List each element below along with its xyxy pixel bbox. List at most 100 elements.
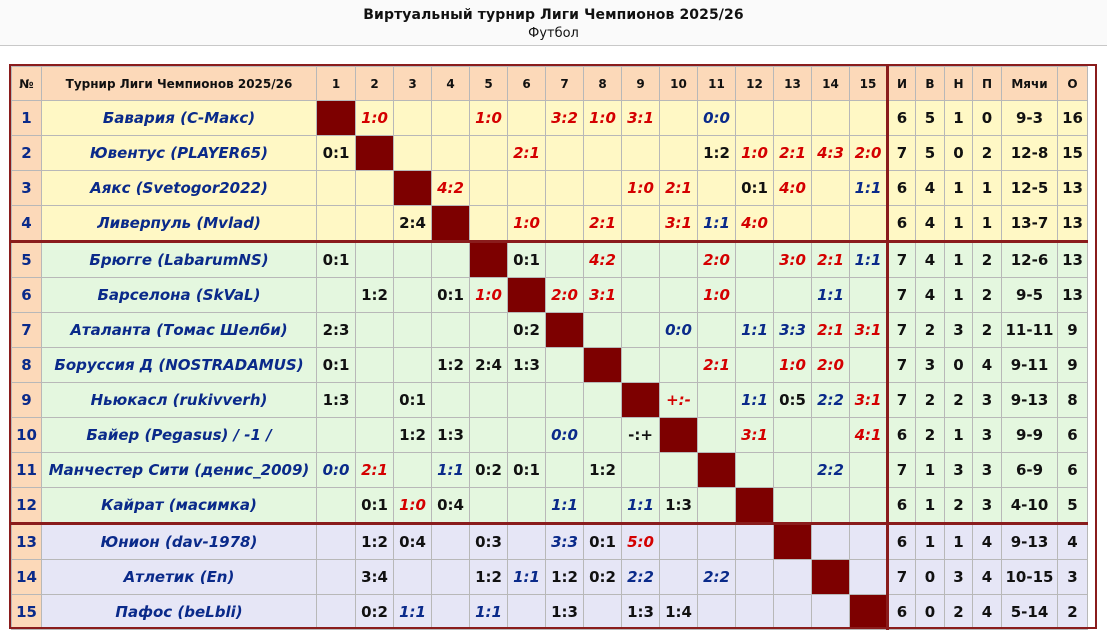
score-cell xyxy=(697,417,736,453)
score-cell: 3:1 xyxy=(659,205,698,243)
score-cell: 1:2 xyxy=(583,452,622,488)
games-played: 7 xyxy=(887,135,916,171)
score-cell xyxy=(811,417,850,453)
diagonal-cell xyxy=(393,170,432,206)
score-cell xyxy=(773,487,812,525)
points: 2 xyxy=(1057,594,1088,630)
team-name: Кайрат (масимка) xyxy=(41,487,317,525)
header-col: 15 xyxy=(849,66,889,101)
score-cell xyxy=(659,277,698,313)
header-goals: Мячи xyxy=(1001,66,1058,101)
score-cell: 3:1 xyxy=(735,417,774,453)
losses: 2 xyxy=(972,312,1002,348)
table-row: 8 Боруссия Д (NOSTRADAMUS) 0:1 1:2 2:4 1:3 2:1… xyxy=(11,347,1088,383)
table-row: 1 Бавария (С-Макс) 1:0 1:0 3:2 1:0 3:1 0:0 6 5 1 0 9… xyxy=(11,100,1088,136)
score-cell: 3:1 xyxy=(583,277,622,313)
header-no: № xyxy=(11,66,42,101)
score-cell xyxy=(545,347,584,383)
draws: 2 xyxy=(944,594,973,630)
score-cell xyxy=(773,100,812,136)
team-name: Аякс (Svetogor2022) xyxy=(41,170,317,206)
score-cell xyxy=(583,417,622,453)
score-cell xyxy=(469,417,508,453)
score-cell: 2:1 xyxy=(355,452,394,488)
team-name: Ливерпуль (Mvlad) xyxy=(41,205,317,243)
score-cell xyxy=(393,100,432,136)
team-name: Барселона (SkVaL) xyxy=(41,277,317,313)
score-cell: 0:2 xyxy=(469,452,508,488)
score-cell xyxy=(697,523,736,560)
score-cell: 0:1 xyxy=(583,523,622,560)
score-cell xyxy=(697,312,736,348)
score-cell: 3:1 xyxy=(849,382,889,418)
score-cell xyxy=(469,205,508,243)
score-cell: 4:1 xyxy=(849,417,889,453)
draws: 1 xyxy=(944,241,973,278)
losses: 3 xyxy=(972,452,1002,488)
score-cell: 1:1 xyxy=(545,487,584,525)
score-cell xyxy=(316,523,356,560)
points: 5 xyxy=(1057,487,1088,525)
wins: 0 xyxy=(915,594,945,630)
score-cell xyxy=(621,312,660,348)
games-played: 6 xyxy=(887,523,916,560)
score-cell xyxy=(583,382,622,418)
score-cell: 1:0 xyxy=(393,487,432,525)
score-cell xyxy=(849,523,889,560)
header-col: 6 xyxy=(507,66,546,101)
losses: 3 xyxy=(972,417,1002,453)
wins: 2 xyxy=(915,382,945,418)
score-cell xyxy=(393,312,432,348)
score-cell: 1:2 xyxy=(355,523,394,560)
score-cell xyxy=(431,594,470,630)
score-cell xyxy=(773,594,812,630)
table-row: 9 Ньюкасл (rukivverh) 1:3 0:1 +:- 1:1 0:5 2:2 3:… xyxy=(11,382,1088,418)
team-name: Ньюкасл (rukivverh) xyxy=(41,382,317,418)
header-tournament: Турнир Лиги Чемпионов 2025/26 xyxy=(41,66,317,101)
score-cell: 0:1 xyxy=(316,347,356,383)
diagonal-cell xyxy=(773,523,812,560)
score-cell: 3:1 xyxy=(849,312,889,348)
score-cell xyxy=(355,205,394,243)
score-cell: 4:0 xyxy=(735,205,774,243)
score-cell xyxy=(507,594,546,630)
table-row: 11 Манчестер Сити (денис_2009) 0:0 2:1 1:1 0:… xyxy=(11,452,1088,488)
score-cell xyxy=(811,100,850,136)
score-cell: 4:0 xyxy=(773,170,812,206)
score-cell: 2:2 xyxy=(621,559,660,595)
score-cell xyxy=(773,205,812,243)
score-cell: 0:1 xyxy=(393,382,432,418)
score-cell xyxy=(393,347,432,383)
draws: 0 xyxy=(944,347,973,383)
wins: 4 xyxy=(915,170,945,206)
score-cell: 3:3 xyxy=(545,523,584,560)
score-cell xyxy=(393,277,432,313)
table-row: 7 Аталанта (Томас Шелби) 2:3 0:2 0:0 1:1 3:3 2:… xyxy=(11,312,1088,348)
score-cell: 0:1 xyxy=(431,277,470,313)
header-col: 9 xyxy=(621,66,660,101)
draws: 3 xyxy=(944,559,973,595)
table-row: 10 Байер (Pegasus) / -1 / 1:2 1:3 0:0 -:+ 3:1 4… xyxy=(11,417,1088,453)
losses: 3 xyxy=(972,487,1002,525)
score-cell: 2:1 xyxy=(697,347,736,383)
row-number: 8 xyxy=(11,347,42,383)
score-cell: -:+ xyxy=(621,417,660,453)
row-number: 2 xyxy=(11,135,42,171)
score-cell xyxy=(316,487,356,525)
table-row: 4 Ливерпуль (Mvlad) 2:4 1:0 2:1 3:1 1:1 4:0 6 4 1 1… xyxy=(11,205,1088,243)
score-cell xyxy=(773,452,812,488)
score-cell: 2:4 xyxy=(393,205,432,243)
games-played: 7 xyxy=(887,277,916,313)
diagonal-cell xyxy=(507,277,546,313)
team-name: Юнион (dav-1978) xyxy=(41,523,317,560)
points: 6 xyxy=(1057,452,1088,488)
score-cell: 0:1 xyxy=(507,241,546,278)
score-cell xyxy=(583,594,622,630)
score-cell: 1:3 xyxy=(507,347,546,383)
draws: 3 xyxy=(944,452,973,488)
goals: 11-11 xyxy=(1001,312,1058,348)
score-cell: 1:3 xyxy=(659,487,698,525)
row-number: 5 xyxy=(11,241,42,278)
score-cell: 0:0 xyxy=(545,417,584,453)
diagonal-cell xyxy=(849,594,889,630)
